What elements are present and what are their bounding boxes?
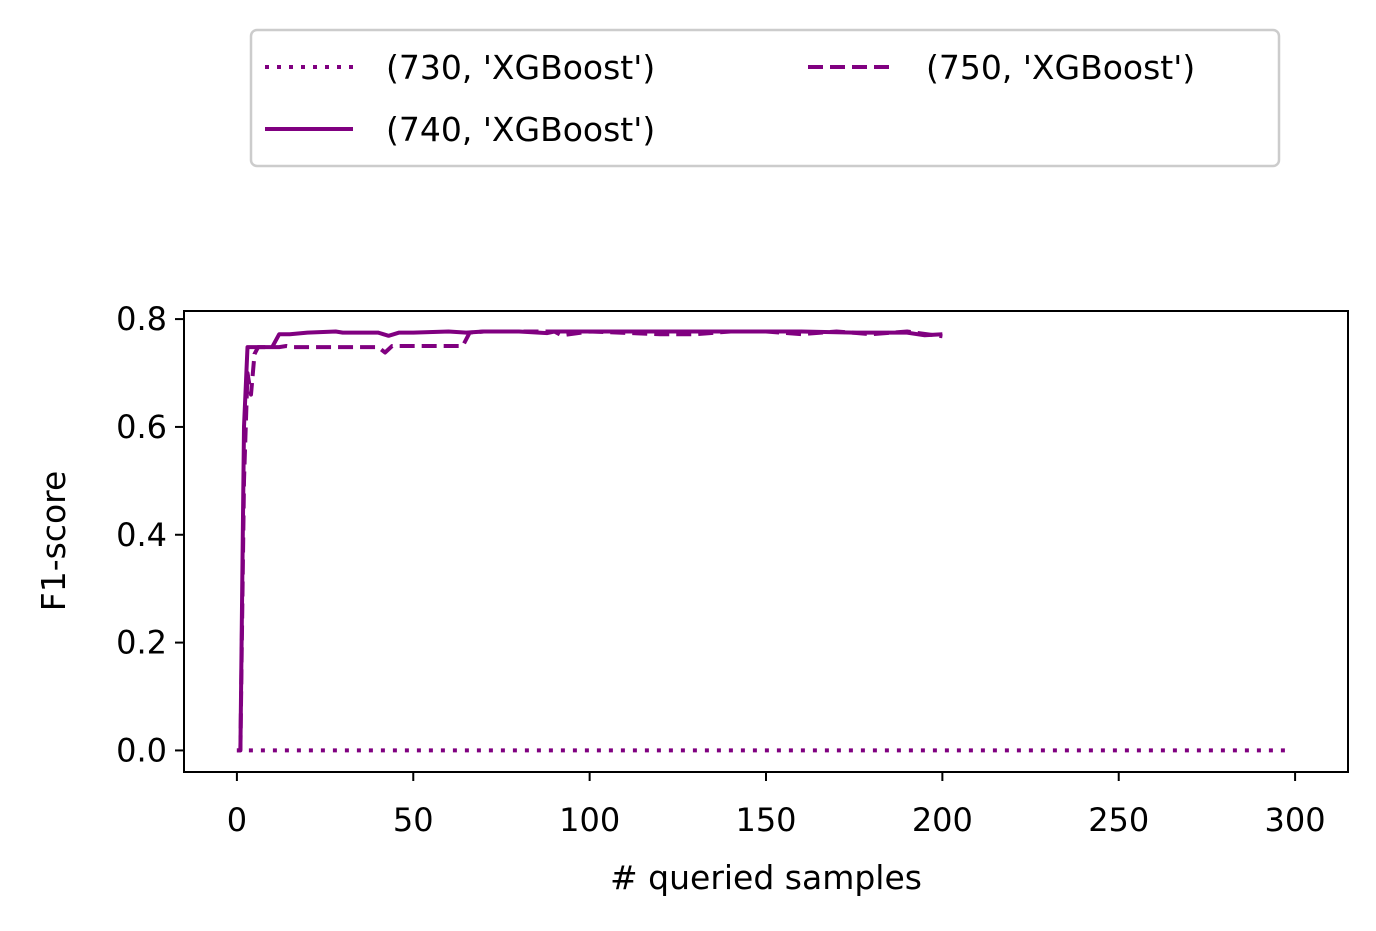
legend-label-750-xgboost: (750, 'XGBoost') [926,48,1195,87]
y-axis-label: F1-score [34,471,73,612]
legend: (730, 'XGBoost') (740, 'XGBoost') (750, … [249,28,1281,168]
x-tick-label: 300 [1265,801,1326,839]
series-layer [236,329,1292,753]
x-tick-label: 0 [227,801,247,839]
x-axis-ticks: 0 50 100 150 200 250 300 [227,772,1326,839]
x-axis-label: # queried samples [610,858,922,897]
x-tick-label: 250 [1088,801,1149,839]
y-axis-ticks: 0.0 0.2 0.4 0.6 0.8 [116,300,184,769]
y-tick-label: 0.2 [116,624,167,662]
series-line-1 [236,329,943,753]
legend-label-740-xgboost: (740, 'XGBoost') [386,110,655,149]
y-tick-label: 0.6 [116,408,167,446]
x-tick-label: 50 [393,801,434,839]
axes-frame [183,310,1349,773]
series-line-2 [238,329,943,751]
x-tick-label: 200 [912,801,973,839]
x-tick-label: 100 [559,801,620,839]
plot-area [183,310,1349,773]
legend-label-730-xgboost: (730, 'XGBoost') [386,48,655,87]
y-tick-label: 0.4 [116,516,167,554]
x-tick-label: 150 [735,801,796,839]
y-tick-label: 0.8 [116,300,167,338]
legend-frame [249,28,1281,168]
y-tick-label: 0.0 [116,731,167,769]
